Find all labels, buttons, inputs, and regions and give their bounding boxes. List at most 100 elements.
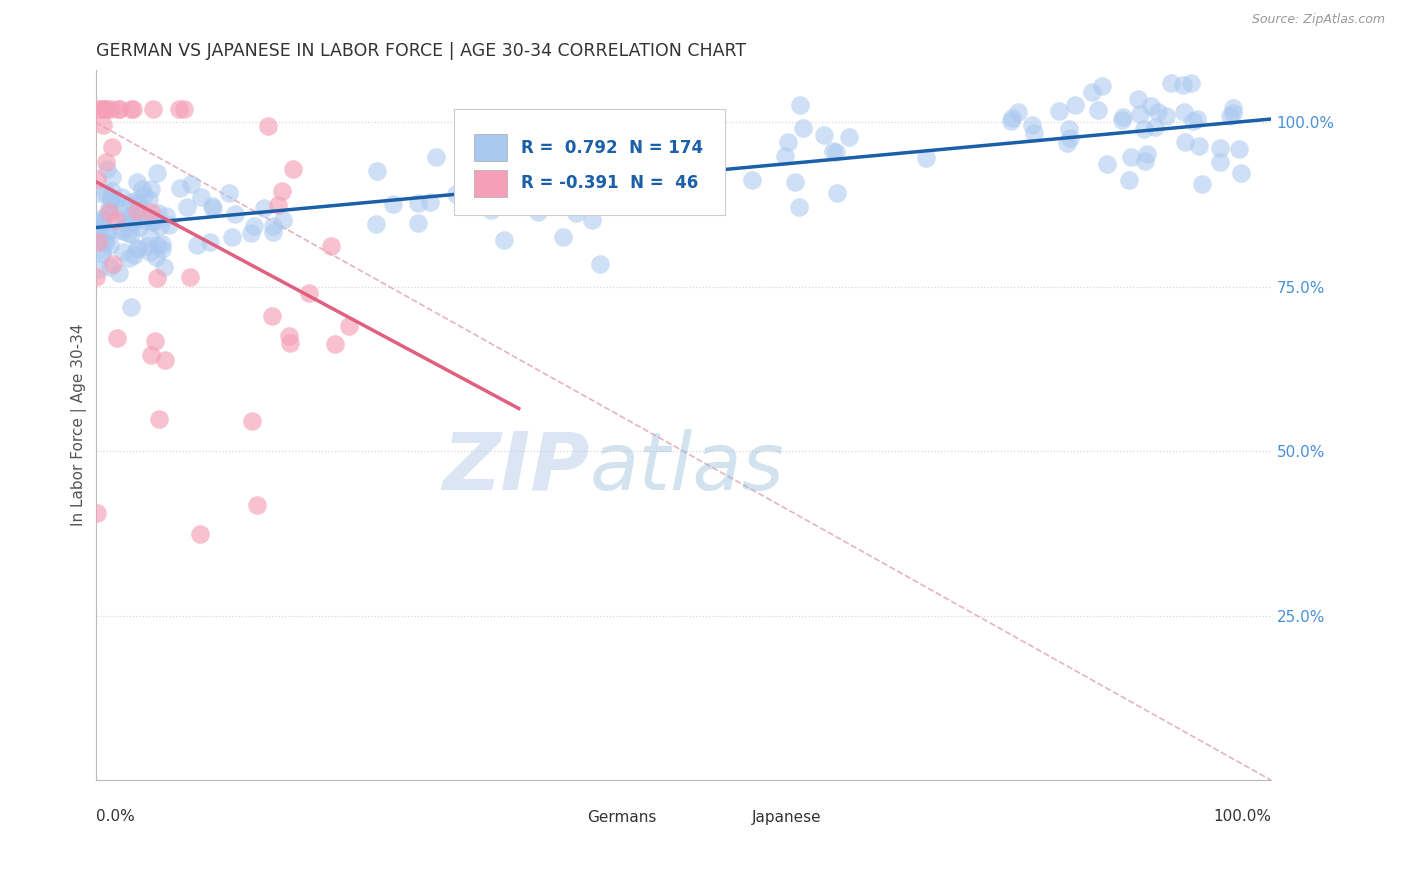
Point [173, 102, 195, 116]
Point [527, 204, 550, 219]
Point [337, 318, 360, 333]
Point [1126, 92, 1149, 106]
Text: GERMAN VS JAPANESE IN LABOR FORCE | AGE 30-34 CORRELATION CHART: GERMAN VS JAPANESE IN LABOR FORCE | AGE … [96, 42, 745, 60]
Point [190, 190, 212, 204]
Point [201, 199, 224, 213]
Point [100, 102, 122, 116]
Point [1133, 153, 1156, 168]
Point [86, 506, 108, 520]
Point [492, 233, 515, 247]
Point [148, 411, 170, 425]
FancyBboxPatch shape [713, 813, 745, 828]
Point [246, 498, 269, 512]
Point [121, 102, 143, 116]
Point [139, 204, 162, 219]
Point [104, 213, 127, 227]
Point [1229, 142, 1251, 156]
Point [778, 135, 800, 149]
Text: R = -0.391  N =  46: R = -0.391 N = 46 [522, 174, 699, 193]
Point [1222, 101, 1244, 115]
Point [256, 120, 278, 134]
Point [111, 190, 134, 204]
FancyBboxPatch shape [548, 813, 581, 828]
Point [155, 209, 177, 223]
Point [323, 336, 346, 351]
Point [118, 252, 141, 266]
Point [789, 97, 811, 112]
Point [101, 140, 124, 154]
Point [141, 214, 163, 228]
Point [96, 224, 118, 238]
Point [127, 242, 149, 256]
Point [557, 155, 579, 169]
Point [1185, 112, 1208, 127]
Point [1063, 98, 1085, 112]
Point [298, 286, 321, 301]
Point [200, 235, 222, 250]
Point [1154, 109, 1177, 123]
Point [107, 102, 129, 116]
Point [117, 226, 139, 240]
Point [125, 193, 148, 207]
Point [603, 194, 626, 208]
Point [90, 211, 112, 225]
Point [122, 212, 145, 227]
Point [1057, 121, 1080, 136]
Point [108, 200, 131, 214]
Point [141, 182, 163, 196]
Point [127, 195, 149, 210]
Point [120, 194, 142, 209]
Point [138, 210, 160, 224]
Point [100, 191, 122, 205]
Point [915, 152, 938, 166]
Point [425, 150, 447, 164]
Point [531, 142, 554, 156]
Point [527, 153, 550, 168]
Point [278, 336, 301, 351]
Point [1209, 141, 1232, 155]
Point [1229, 166, 1251, 180]
Point [141, 348, 163, 362]
Point [135, 239, 157, 253]
Point [89, 186, 111, 201]
Point [1024, 126, 1046, 140]
Point [87, 216, 110, 230]
Point [90, 246, 112, 260]
Point [551, 230, 574, 244]
Point [122, 215, 145, 229]
Point [93, 102, 115, 116]
Point [1111, 113, 1133, 128]
Point [90, 219, 112, 234]
Point [132, 188, 155, 202]
Point [221, 230, 243, 244]
Point [91, 118, 114, 132]
Point [253, 201, 276, 215]
Point [180, 177, 202, 191]
Point [90, 102, 112, 116]
Point [1222, 105, 1244, 120]
Point [659, 184, 682, 198]
Point [271, 213, 294, 227]
Point [266, 198, 288, 212]
Point [146, 166, 169, 180]
Point [127, 241, 149, 255]
Point [120, 227, 142, 242]
Point [146, 206, 169, 220]
Point [131, 182, 153, 196]
Point [364, 218, 387, 232]
Point [138, 245, 160, 260]
Point [1160, 76, 1182, 90]
Point [112, 214, 135, 228]
Point [787, 200, 810, 214]
Point [134, 213, 156, 227]
Point [218, 186, 240, 200]
Text: R =  0.792  N = 174: R = 0.792 N = 174 [522, 139, 703, 157]
Point [585, 189, 607, 203]
Point [122, 213, 145, 227]
Point [104, 195, 127, 210]
Point [188, 527, 211, 541]
Point [87, 219, 110, 233]
Point [825, 145, 848, 159]
Point [1000, 111, 1022, 125]
Point [240, 414, 263, 428]
